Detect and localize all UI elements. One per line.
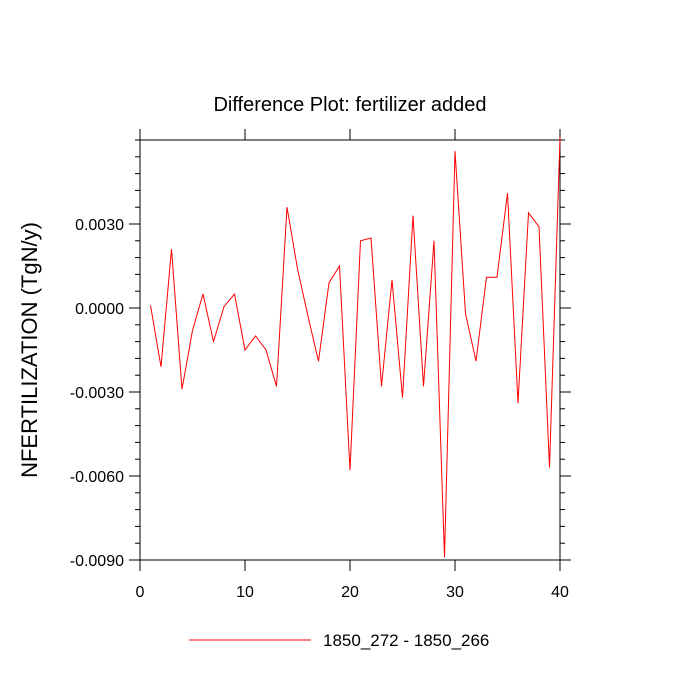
x-tick-label: 20	[341, 584, 359, 601]
plot-frame	[139, 139, 561, 561]
legend-label: 1850_272 - 1850_266	[323, 631, 489, 650]
series-line	[150, 137, 561, 558]
x-tick-label: 30	[446, 584, 464, 601]
legend: 1850_272 - 1850_266	[189, 631, 489, 650]
x-tick-label: 0	[136, 584, 145, 601]
plot-border	[139, 139, 561, 561]
y-tick-label: 0.0030	[75, 217, 124, 234]
x-tick-label: 10	[236, 584, 254, 601]
y-tick-label: -0.0060	[70, 469, 124, 486]
x-tick-label: 40	[551, 584, 569, 601]
series-layer	[150, 137, 561, 558]
chart-title: Difference Plot: fertilizer added	[213, 94, 486, 116]
y-tick-label: -0.0030	[70, 385, 124, 402]
y-axis-label: NFERTILIZATION (TgN/y)	[17, 222, 42, 478]
y-tick-label: -0.0090	[70, 553, 124, 570]
axis-ticks	[129, 129, 571, 571]
tick-labels: 0 10 20 30 40 -0.0090 -0.0060 -0.0030 0.0000 0.00…	[70, 217, 569, 601]
y-tick-label: 0.0000	[75, 301, 124, 318]
